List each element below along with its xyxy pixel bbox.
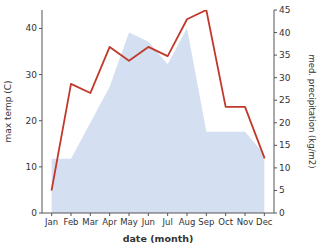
y2-tick-label: 35	[279, 50, 290, 60]
y2-tick	[274, 145, 277, 146]
x-tick-label: Aug	[179, 217, 196, 227]
x-axis-label: date (month)	[123, 233, 194, 244]
y2-tick-label: 0	[279, 208, 285, 218]
x-tick-label: Jan	[44, 217, 58, 227]
y2-tick	[274, 10, 277, 11]
y2-tick-label: 15	[279, 140, 290, 150]
y2-axis-line	[274, 10, 275, 213]
y2-tick	[274, 190, 277, 191]
x-tick	[187, 213, 188, 216]
y2-tick	[274, 55, 277, 56]
y2-axis-label: med. precipitation (kg/m2)	[307, 54, 317, 168]
x-tick	[51, 213, 52, 216]
y2-tick	[274, 167, 277, 168]
chart-container: Jan Feb MarAprMayJun Jul AugSep Oct NovDec 0 10 2…	[0, 0, 318, 247]
x-tick	[109, 213, 110, 216]
page: {"chart_data": {"type": "line", "xlabel"…	[0, 0, 318, 247]
x-tick	[225, 213, 226, 216]
y2-tick	[274, 213, 277, 214]
x-tick-label: Feb	[63, 217, 78, 227]
x-tick-label: Jun	[141, 217, 155, 227]
x-tick	[167, 213, 168, 216]
y-axis-label: max temp (C)	[3, 80, 13, 142]
y-tick	[39, 213, 42, 214]
x-tick-label: Apr	[102, 217, 117, 227]
precipitation-area	[52, 28, 265, 213]
y2-tick	[274, 100, 277, 101]
x-tick-label: Sep	[198, 217, 214, 227]
x-tick-label: Nov	[237, 217, 254, 227]
y-tick-label: 0	[31, 208, 37, 218]
y2-tick	[274, 77, 277, 78]
chart-svg: Jan Feb MarAprMayJun Jul AugSep Oct NovDec 0 10 2…	[0, 0, 318, 247]
x-tick-label: Dec	[256, 217, 273, 227]
y2-tick-label: 10	[279, 163, 291, 173]
y-tick-label: 20	[26, 116, 38, 126]
x-axis-line	[42, 213, 274, 214]
y2-tick-label: 25	[279, 95, 290, 105]
x-tick-label: Mar	[82, 217, 99, 227]
y2-tick-label: 30	[279, 73, 291, 83]
x-tick	[90, 213, 91, 216]
x-tick-label: Oct	[218, 217, 233, 227]
y2-tick-label: 45	[279, 5, 290, 15]
y-tick	[39, 120, 42, 121]
y-tick-label: 40	[26, 23, 38, 33]
y-tick	[39, 166, 42, 167]
x-tick-label: May	[120, 217, 138, 227]
y-tick	[39, 28, 42, 29]
y-tick	[39, 74, 42, 75]
y2-tick	[274, 32, 277, 33]
y-tick-label: 10	[26, 162, 38, 172]
x-tick	[148, 213, 149, 216]
x-tick	[129, 213, 130, 216]
x-tick	[264, 213, 265, 216]
y2-tick-label: 40	[279, 28, 291, 38]
x-tick-label: Jul	[162, 217, 173, 227]
y2-tick	[274, 122, 277, 123]
y-tick-label: 30	[26, 70, 38, 80]
x-tick	[245, 213, 246, 216]
y-axis-line	[42, 10, 43, 213]
plot-area	[52, 10, 265, 213]
axes: Jan Feb MarAprMayJun Jul AugSep Oct NovDec 0 10 2…	[26, 5, 291, 227]
y2-tick-label: 5	[279, 185, 285, 195]
temperature-line	[52, 10, 265, 190]
x-tick	[71, 213, 72, 216]
x-tick	[206, 213, 207, 216]
y2-tick-label: 20	[279, 118, 291, 128]
